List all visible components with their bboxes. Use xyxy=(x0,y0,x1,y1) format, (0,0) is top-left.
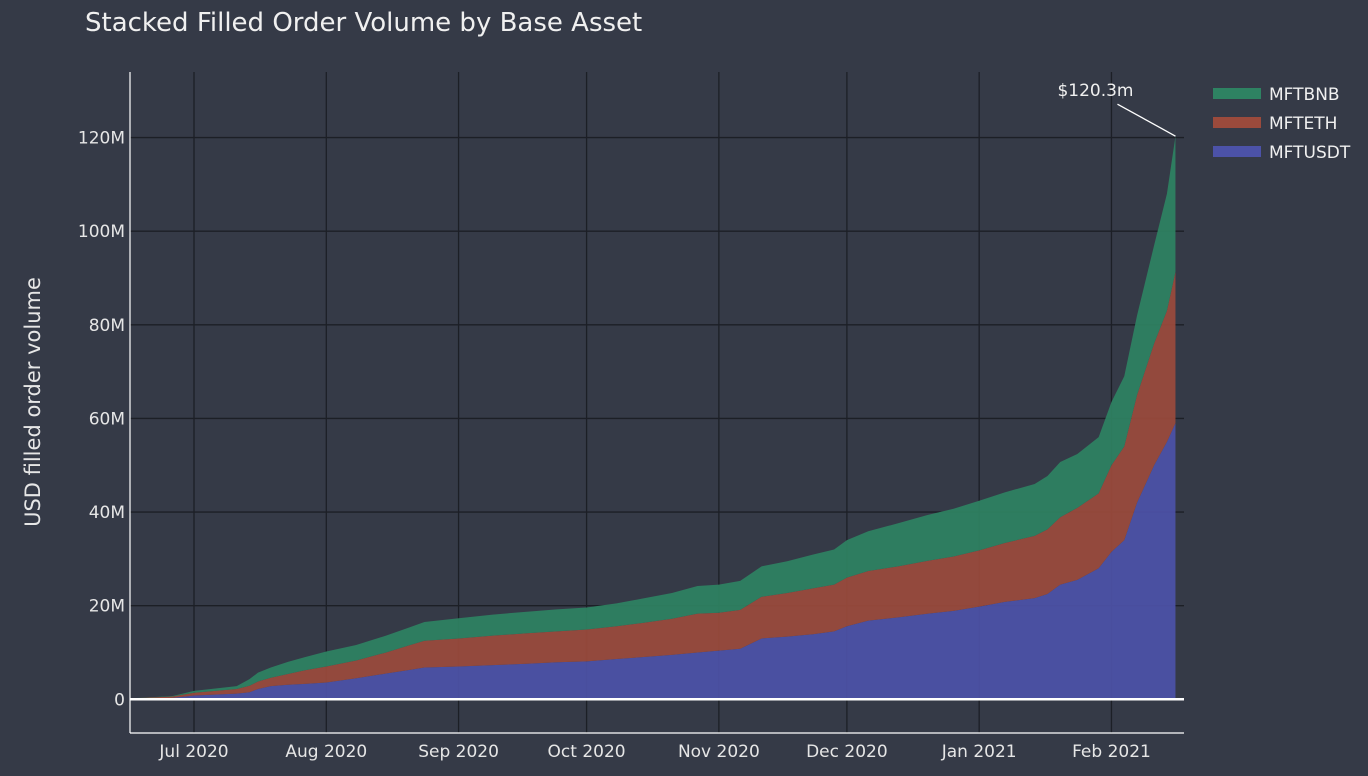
legend-label-mftbnb: MFTBNB xyxy=(1269,85,1340,105)
area-mfteth xyxy=(130,271,1176,699)
chart-title: Stacked Filled Order Volume by Base Asse… xyxy=(85,8,642,38)
x-tick-label: Aug 2020 xyxy=(285,742,367,762)
x-tick-label: Dec 2020 xyxy=(806,742,888,762)
y-axis-ticks: 0 20M 40M 60M 80M 100M 120M xyxy=(78,129,125,711)
x-tick-label: Feb 2021 xyxy=(1072,742,1151,762)
annotation-label: $120.3m xyxy=(1057,81,1133,101)
y-tick-label: 40M xyxy=(89,503,125,523)
x-axis-ticks: Jul 2020 Aug 2020 Sep 2020 Oct 2020 Nov 2020… xyxy=(158,742,1150,762)
y-tick-label: 80M xyxy=(89,316,125,336)
y-tick-label: 20M xyxy=(89,597,125,617)
area-mftbnb xyxy=(130,136,1176,699)
stacked-areas xyxy=(130,136,1176,700)
legend-label-mftusdt: MFTUSDT xyxy=(1269,143,1351,163)
y-tick-label: 60M xyxy=(89,409,125,429)
x-tick-label: Jul 2020 xyxy=(158,742,228,762)
vertical-gridlines xyxy=(193,72,1113,733)
legend[interactable]: MFTBNB MFTETH MFTUSDT xyxy=(1213,85,1351,163)
x-tick-label: Oct 2020 xyxy=(548,742,626,762)
legend-swatch-mftbnb xyxy=(1213,88,1261,99)
legend-swatch-mftusdt xyxy=(1213,146,1261,157)
y-tick-label: 120M xyxy=(78,129,125,149)
area-mftusdt xyxy=(130,423,1176,700)
y-tick-label: 100M xyxy=(78,222,125,242)
annotation-arrow xyxy=(1117,103,1176,137)
legend-label-mfteth: MFTETH xyxy=(1269,114,1337,134)
y-axis-title: USD filled order volume xyxy=(21,277,45,527)
x-tick-label: Jan 2021 xyxy=(941,742,1017,762)
x-tick-label: Nov 2020 xyxy=(678,742,760,762)
y-tick-label: 0 xyxy=(114,690,125,710)
x-tick-label: Sep 2020 xyxy=(418,742,499,762)
total-annotation: $120.3m xyxy=(1057,81,1176,137)
legend-swatch-mfteth xyxy=(1213,117,1261,128)
